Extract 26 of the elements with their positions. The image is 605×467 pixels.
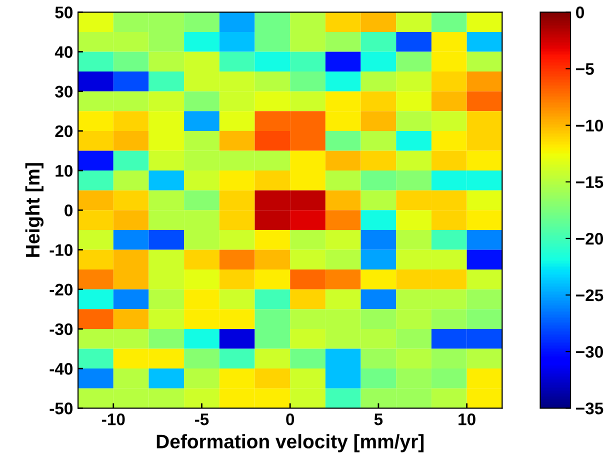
y-tick-label: 50	[55, 6, 73, 18]
x-tick-label: -10	[102, 413, 125, 426]
y-tick-label: -10	[50, 244, 73, 256]
color-bar-label: −35	[576, 402, 604, 414]
color-bar-label: −15	[576, 176, 604, 188]
y-axis-title: Height [m]	[25, 163, 44, 257]
color-bar-label: −10	[576, 120, 603, 132]
y-tick-label: 0	[64, 204, 72, 216]
color-bar-label: −30	[576, 346, 603, 358]
x-tick-label: -5	[194, 414, 209, 426]
color-bar-label: −25	[576, 289, 604, 302]
color-bar-label: −5	[576, 63, 594, 75]
y-tick-label: -50	[50, 402, 73, 414]
y-tick-label: 30	[55, 86, 73, 98]
x-tick-label: 10	[458, 413, 476, 426]
y-tick-label: -40	[50, 362, 73, 375]
y-tick-label: -30	[50, 323, 73, 336]
color-bar-label: 0	[576, 6, 584, 18]
y-tick-label: 10	[56, 164, 73, 177]
x-tick-label: 0	[286, 413, 294, 426]
color-bar-label: −20	[576, 232, 603, 245]
x-axis-title: Deformation velocity [mm/yr]	[156, 434, 424, 452]
y-tick-label: 20	[55, 125, 73, 138]
y-tick-label: -20	[50, 284, 73, 296]
y-tick-label: 40	[54, 46, 73, 58]
x-tick-label: 5	[374, 414, 383, 426]
